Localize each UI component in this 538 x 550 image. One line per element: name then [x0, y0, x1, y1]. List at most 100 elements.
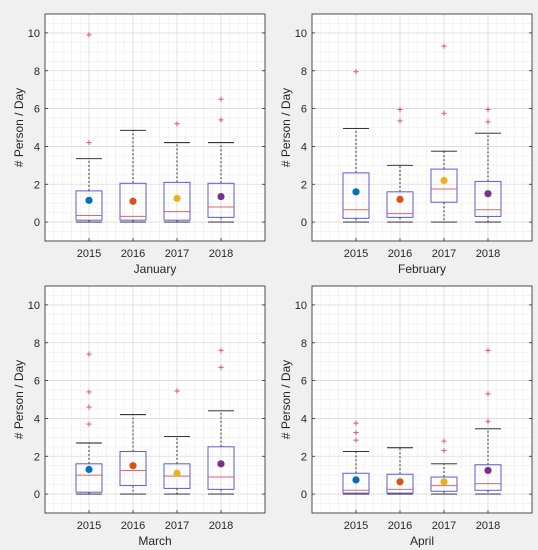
outlier-marker	[86, 404, 92, 410]
box-iqr	[75, 190, 103, 221]
y-tick-label: 4	[34, 413, 40, 425]
outlier-marker	[485, 418, 491, 424]
box-2016	[119, 414, 147, 495]
axes-frame	[311, 13, 533, 242]
x-tick-label: 2015	[77, 248, 101, 260]
mean-marker	[173, 194, 181, 203]
box-iqr	[342, 172, 370, 219]
y-tick-label: 6	[301, 376, 307, 388]
x-tick-label: 2018	[476, 520, 500, 532]
x-tick-label: 2017	[165, 520, 189, 532]
outlier-marker	[174, 121, 180, 127]
outlier-marker	[218, 96, 224, 102]
mean-marker	[352, 476, 360, 484]
y-tick-label: 10	[295, 300, 307, 312]
panel-april: 0 2 4 6 8 10 2015 2016 2017 2018 April # Person / D…	[279, 285, 533, 548]
y-tick-label: 10	[28, 28, 40, 40]
y-tick-label: 4	[301, 141, 307, 153]
box-iqr	[430, 168, 458, 203]
outlier-marker	[441, 447, 447, 454]
box-2017	[430, 438, 458, 495]
y-tick-label: 10	[295, 28, 307, 40]
y-tick-label: 6	[34, 376, 40, 388]
y-tick-label: 4	[301, 413, 307, 425]
y-tick-label: 0	[301, 489, 307, 501]
box-2015	[75, 32, 103, 223]
y-axis-label: # Person / Day	[12, 360, 26, 439]
outlier-marker	[353, 437, 359, 443]
y-tick-label: 8	[301, 66, 307, 78]
outlier-marker	[174, 388, 180, 394]
x-tick-label: 2016	[388, 248, 412, 260]
y-tick-label: 8	[34, 338, 40, 350]
y-tick-label: 6	[301, 104, 307, 116]
y-tick-label: 2	[34, 179, 40, 191]
y-tick-label: 2	[301, 179, 307, 191]
mean-marker	[484, 466, 492, 475]
x-tick-label: 2016	[388, 520, 412, 532]
mean-marker	[352, 188, 360, 196]
box-2016	[386, 106, 414, 223]
outlier-marker	[353, 420, 359, 426]
y-tick-label: 2	[34, 451, 40, 463]
outlier-marker	[86, 389, 92, 395]
x-tick-label: 2015	[77, 520, 101, 532]
x-tick-label: 2015	[344, 248, 368, 260]
box-2017	[163, 388, 191, 495]
box-iqr	[430, 476, 458, 492]
box-iqr	[163, 181, 191, 221]
outlier-marker	[397, 106, 403, 113]
axes-frame	[311, 285, 533, 514]
outlier-marker	[218, 117, 224, 123]
x-tick-label: 2016	[121, 520, 145, 532]
outlier-marker	[86, 351, 92, 357]
mean-marker	[440, 176, 448, 185]
box-iqr	[119, 182, 147, 221]
outlier-marker	[353, 430, 359, 436]
box-2018	[207, 347, 235, 495]
outlier-marker	[86, 421, 92, 427]
box-iqr	[474, 180, 502, 217]
outlier-marker	[441, 438, 447, 444]
y-tick-label: 10	[28, 300, 40, 312]
box-2018	[474, 106, 502, 223]
x-axis-label: April	[410, 534, 434, 548]
box-2016	[386, 447, 414, 495]
y-tick-label: 2	[301, 451, 307, 463]
box-2018	[474, 347, 502, 495]
x-tick-label: 2015	[344, 520, 368, 532]
x-tick-label: 2018	[476, 248, 500, 260]
box-iqr	[119, 451, 147, 487]
outlier-marker	[441, 110, 447, 116]
y-tick-label: 6	[34, 104, 40, 116]
box-iqr	[474, 464, 502, 491]
y-tick-label: 0	[34, 217, 40, 229]
mean-marker	[440, 478, 448, 486]
y-tick-label: 0	[34, 489, 40, 501]
outlier-marker	[218, 364, 224, 370]
box-iqr	[342, 472, 370, 494]
outlier-marker	[485, 347, 491, 353]
box-iqr	[75, 463, 103, 493]
x-tick-label: 2018	[209, 248, 233, 260]
outlier-marker	[485, 391, 491, 397]
y-axis-label: # Person / Day	[279, 360, 293, 439]
box-2017	[430, 43, 458, 223]
outlier-marker	[485, 119, 491, 125]
box-2015	[342, 420, 370, 495]
mean-marker	[217, 460, 225, 468]
x-tick-label: 2017	[432, 520, 456, 532]
x-tick-label: 2017	[165, 248, 189, 260]
outlier-marker	[353, 69, 359, 75]
y-tick-label: 0	[301, 217, 307, 229]
box-iqr	[207, 182, 235, 218]
axes-frame	[44, 285, 266, 514]
box-2015	[342, 69, 370, 223]
x-axis-label: March	[138, 534, 171, 548]
mean-marker	[396, 195, 404, 203]
mean-marker	[217, 192, 225, 201]
panel-february: 0 2 4 6 8 10 2015 2016 2017 2018 February # Person …	[279, 13, 533, 276]
box-2016	[119, 129, 147, 223]
panel-january: 0 2 4 6 8 10 2015 2016 2017 2018 January # Person /…	[12, 13, 266, 276]
y-tick-label: 8	[301, 338, 307, 350]
